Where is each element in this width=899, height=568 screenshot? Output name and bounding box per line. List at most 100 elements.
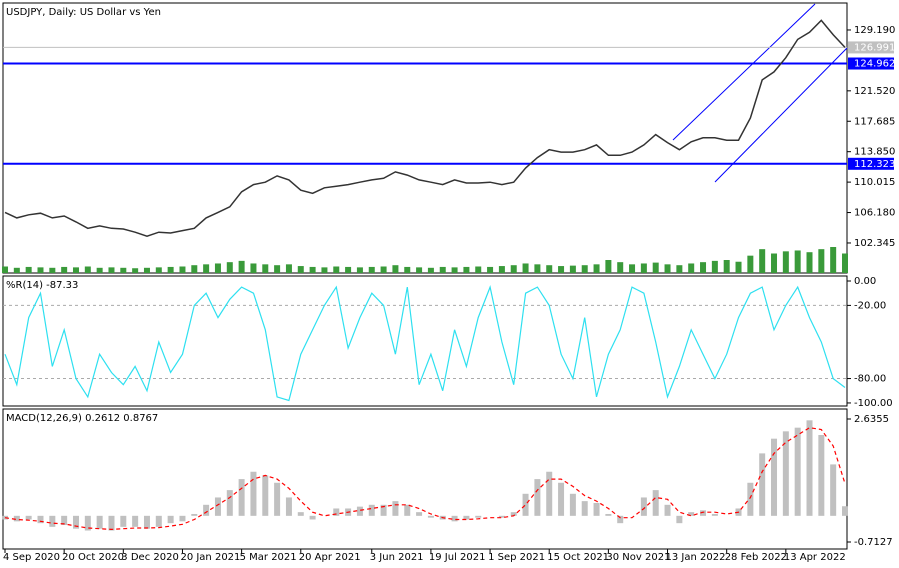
volume-bar	[617, 262, 624, 273]
wpr-pane	[2, 275, 848, 407]
x-tick-label: 5 Mar 2021	[240, 552, 297, 563]
macd-bar	[688, 512, 695, 516]
macd-bar	[664, 504, 671, 516]
volume-bar	[25, 266, 32, 273]
volume-bar	[191, 265, 198, 273]
volume-bar	[345, 266, 352, 273]
volume-bar	[794, 250, 801, 273]
volume-bar	[380, 266, 387, 273]
volume-bar	[392, 265, 399, 273]
macd-bar	[498, 515, 505, 518]
volume-bar	[13, 267, 20, 273]
macd-bar	[309, 515, 316, 520]
volume-bar	[771, 253, 778, 273]
macd-bar	[143, 515, 150, 529]
macd-bar	[191, 513, 198, 516]
y-tick-label: -20.00	[854, 300, 886, 311]
macd-bar	[759, 453, 766, 516]
macd-bar	[203, 504, 210, 516]
y-tick-label: 102.345	[854, 238, 895, 249]
volume-bar	[700, 262, 707, 273]
volume-bar	[569, 265, 576, 273]
macd-bar	[427, 515, 434, 518]
macd-bar	[640, 497, 647, 516]
macd-bar	[510, 512, 517, 516]
x-tick-label: 13 Apr 2022	[784, 552, 846, 563]
values-line	[4, 285, 846, 402]
y-tick-label: 129.190	[854, 25, 895, 36]
volume-bar	[333, 266, 340, 273]
level-label: 124.962	[854, 59, 895, 70]
volume-bar	[404, 266, 411, 273]
x-tick-label: 20 Jan 2021	[180, 552, 240, 563]
macd-bar	[522, 493, 529, 516]
macd-bar	[546, 471, 553, 516]
macd-bar	[61, 515, 68, 526]
x-tick-label: 28 Feb 2022	[725, 552, 787, 563]
volume-bar	[2, 266, 8, 273]
macd-bar	[771, 438, 778, 516]
volume-bar	[155, 267, 162, 273]
macd-bar	[356, 506, 363, 516]
volume-bar	[132, 268, 139, 273]
volume-bar	[203, 264, 210, 273]
y-tick-label: -100.00	[854, 398, 893, 409]
macd-bar	[333, 508, 340, 516]
volume-bar	[581, 265, 588, 273]
macd-bar	[368, 504, 375, 516]
macd-bar	[451, 515, 458, 522]
macd-bar	[297, 512, 304, 516]
volume-bar	[108, 267, 115, 273]
y-tick-label: -0.7127	[854, 537, 893, 548]
volume-bar	[747, 255, 754, 273]
last-price-box	[848, 41, 894, 54]
y-tick-label: 0.00	[854, 276, 876, 287]
macd-bar	[782, 431, 789, 516]
volume-bar	[416, 267, 423, 273]
y-tick-label: 113.850	[854, 147, 895, 158]
level-box	[848, 157, 894, 170]
volume-bar	[475, 266, 482, 273]
macd-bar	[37, 515, 44, 524]
volume-bar	[49, 267, 56, 273]
y-tick-label: 2.6355	[854, 414, 889, 425]
volume-bar	[84, 266, 91, 273]
volume-bar	[463, 266, 470, 273]
volume-bar	[723, 260, 730, 273]
volume-bar	[487, 266, 494, 273]
volume-bar	[262, 264, 269, 273]
volume-bar	[309, 266, 316, 273]
macd-bar	[84, 515, 91, 531]
macd-bar	[605, 513, 612, 516]
wpr-title: %R(14) -87.33	[6, 280, 78, 291]
x-tick-label: 20 Apr 2021	[299, 552, 361, 563]
macd-bar	[238, 479, 245, 516]
macd-bar	[842, 506, 848, 516]
macd-bar	[132, 515, 139, 527]
macd-bar	[214, 497, 221, 516]
volume-bar	[297, 266, 304, 273]
macd-bar	[13, 515, 20, 522]
volume-bar	[605, 260, 612, 273]
volume-bar	[652, 262, 659, 273]
x-tick-label: 1 Sep 2021	[488, 552, 545, 563]
macd-bar	[463, 515, 470, 520]
volume-bar	[522, 263, 529, 273]
volume-bar	[534, 264, 541, 273]
volume-bar	[274, 265, 281, 273]
macd-bar	[700, 510, 707, 516]
channel-line	[672, 3, 816, 141]
macd-bar	[274, 482, 281, 516]
x-tick-label: 13 Jan 2022	[666, 552, 726, 563]
macd-bar	[179, 515, 186, 522]
price-title: USDJPY, Daily: US Dollar vs Yen	[6, 7, 161, 18]
x-tick-label: 19 Jul 2021	[429, 552, 486, 563]
macd-bar	[558, 482, 565, 516]
volume-bar	[546, 265, 553, 273]
y-tick-label: 121.520	[854, 86, 895, 97]
volume-bar	[120, 267, 127, 273]
macd-bar	[475, 515, 482, 518]
macd-bar	[818, 435, 825, 516]
volume-bar	[640, 263, 647, 273]
volume-bar	[238, 260, 245, 273]
